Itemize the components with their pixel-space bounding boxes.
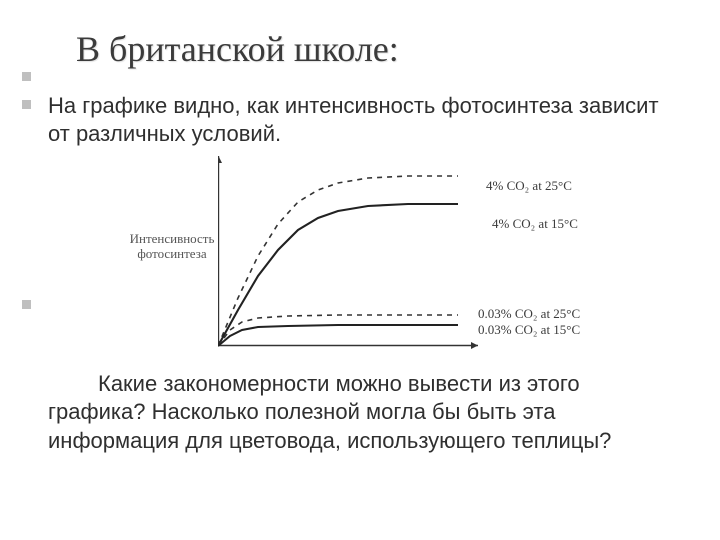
bullet-square-icon bbox=[22, 300, 31, 309]
bullet-square-icon bbox=[22, 72, 31, 81]
chart-label-c4: 0.03% CO₂ at 15°C bbox=[478, 322, 580, 338]
chart-curve-c3 bbox=[218, 315, 458, 346]
chart-curve-c1 bbox=[218, 176, 458, 346]
page-title: В британской школе: bbox=[76, 28, 674, 70]
chart-label-c3: 0.03% CO₂ at 25°C bbox=[478, 306, 580, 322]
chart-label-c2: 4% CO₂ at 15°C bbox=[492, 216, 578, 232]
chart-curve-c4 bbox=[218, 325, 458, 346]
bullet-square-icon bbox=[22, 100, 31, 109]
chart-label-c1: 4% CO₂ at 25°C bbox=[486, 178, 572, 194]
slide: В британской школе: На графике видно, ка… bbox=[0, 0, 720, 540]
chart-y-axis-label: Интенсивность фотосинтеза bbox=[126, 232, 218, 262]
chart-plot-area bbox=[218, 156, 478, 356]
photosynthesis-chart: Интенсивность фотосинтеза 4% CO₂ at 25°C… bbox=[130, 154, 630, 362]
lead-paragraph: На графике видно, как интенсивность фото… bbox=[48, 92, 674, 148]
follow-paragraph: Какие закономерности можно вывести из эт… bbox=[48, 370, 674, 454]
